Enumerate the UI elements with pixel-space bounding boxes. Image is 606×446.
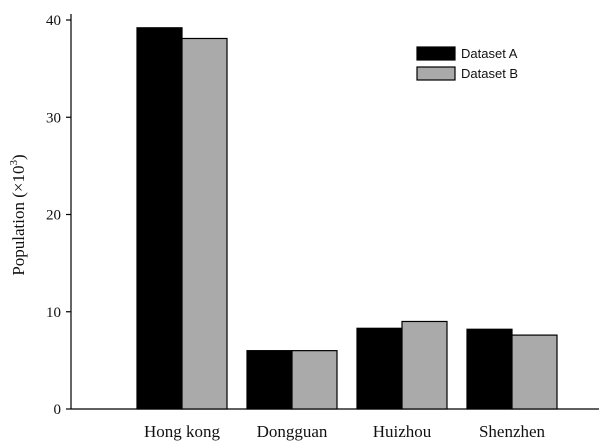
y-tick-label: 20	[46, 208, 61, 224]
y-axis-title-exponent: 3	[8, 160, 20, 166]
legend-swatch	[416, 66, 456, 81]
y-tick-label: 40	[46, 13, 61, 29]
bar-dataset-b	[181, 37, 228, 410]
y-axis-title-close: )	[9, 154, 28, 160]
y-axis-title: Population (×103)	[8, 154, 28, 275]
y-tick-label: 0	[54, 402, 62, 418]
bar-dataset-a	[136, 27, 183, 410]
x-category-label: Huizhou	[373, 422, 432, 441]
legend-label: Dataset B	[461, 66, 518, 81]
bar-dataset-a	[466, 328, 513, 410]
plot-area: 0 10 20 30 40 Hong kong Dongguan Huizhou Shenzhe…	[46, 13, 599, 441]
x-category-label: Hong kong	[144, 422, 221, 441]
legend: Dataset A Dataset B	[416, 46, 518, 81]
y-tick-label: 30	[46, 110, 61, 126]
bar-dataset-a	[356, 327, 403, 410]
bar-dataset-b	[511, 334, 558, 410]
bar-dataset-b	[401, 320, 448, 410]
legend-swatch	[416, 46, 456, 61]
bar-dataset-b	[291, 350, 338, 410]
y-tick-label: 10	[46, 305, 61, 321]
bar-dataset-a	[246, 350, 293, 410]
x-category-label: Dongguan	[257, 422, 328, 441]
x-category-label: Shenzhen	[479, 422, 546, 441]
legend-label: Dataset A	[461, 46, 518, 61]
